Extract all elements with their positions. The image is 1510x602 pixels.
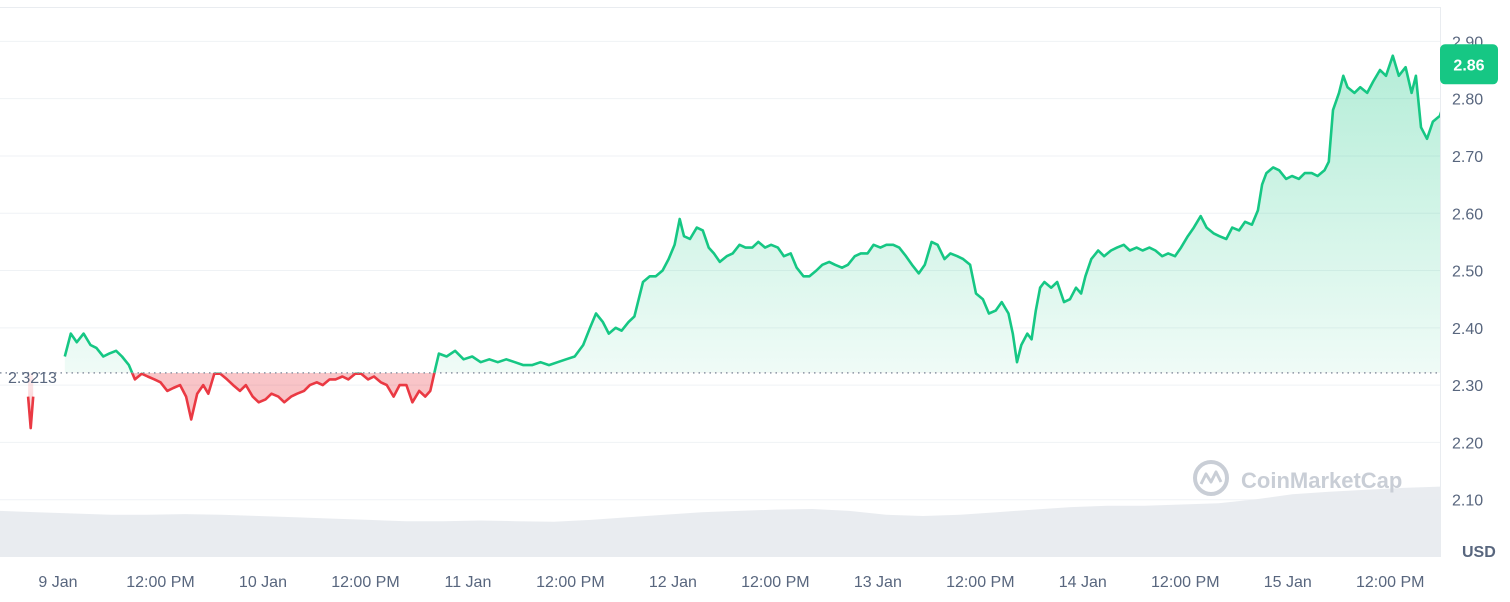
x-tick-label: 12:00 PM bbox=[946, 574, 1014, 591]
currency-unit-label: USD bbox=[1462, 544, 1496, 561]
coinmarketcap-logo-icon bbox=[1193, 460, 1229, 496]
y-tick-label: 2.80 bbox=[1452, 92, 1483, 109]
x-tick-label: 10 Jan bbox=[239, 574, 287, 591]
y-tick-label: 2.70 bbox=[1452, 149, 1483, 166]
top-border bbox=[0, 7, 1441, 8]
area-fill-below-open bbox=[132, 372, 435, 420]
x-tick-label: 13 Jan bbox=[854, 574, 902, 591]
x-tick-label: 12:00 PM bbox=[1151, 574, 1219, 591]
x-axis-ticks: 9 Jan 12:00 PM 10 Jan 12:00 PM 11 Jan 12:00 P… bbox=[38, 574, 1424, 591]
price-line-down bbox=[26, 396, 35, 430]
watermark-text: CoinMarketCap bbox=[1241, 468, 1402, 493]
y-tick-label: 2.10 bbox=[1452, 493, 1483, 510]
current-price-tag: 2.86 bbox=[1440, 44, 1498, 85]
x-tick-label: 12:00 PM bbox=[741, 574, 809, 591]
current-price-label: 2.86 bbox=[1453, 57, 1484, 74]
right-axis-border bbox=[1440, 7, 1441, 557]
volume-area-shape bbox=[0, 486, 1440, 557]
x-tick-label: 12 Jan bbox=[649, 574, 697, 591]
y-tick-label: 2.60 bbox=[1452, 206, 1483, 223]
area-fill-above-open bbox=[64, 55, 1440, 373]
x-tick-label: 12:00 PM bbox=[331, 574, 399, 591]
volume-area bbox=[0, 486, 1440, 557]
y-tick-label: 2.40 bbox=[1452, 321, 1483, 338]
y-tick-label: 2.30 bbox=[1452, 378, 1483, 395]
price-line-down bbox=[130, 372, 436, 421]
x-tick-label: 15 Jan bbox=[1264, 574, 1312, 591]
price-lines bbox=[26, 54, 1440, 430]
y-tick-label: 2.20 bbox=[1452, 435, 1483, 452]
area-fills bbox=[28, 55, 1440, 429]
x-tick-label: 12:00 PM bbox=[126, 574, 194, 591]
watermark: CoinMarketCap bbox=[1193, 460, 1402, 496]
price-line-up bbox=[63, 54, 1440, 373]
open-price-label: 2.3213 bbox=[8, 370, 57, 387]
x-tick-label: 11 Jan bbox=[444, 574, 491, 591]
x-tick-label: 14 Jan bbox=[1059, 574, 1107, 591]
x-tick-label: 9 Jan bbox=[38, 574, 77, 591]
y-tick-label: 2.50 bbox=[1452, 264, 1483, 281]
x-tick-label: 12:00 PM bbox=[1356, 574, 1424, 591]
y-axis-ticks: 2.102.202.302.402.502.602.702.802.90 bbox=[1452, 34, 1483, 509]
area-fill-above-open bbox=[28, 372, 34, 373]
current-price-tag-bg bbox=[1440, 44, 1498, 85]
area-fill-below-open bbox=[28, 372, 34, 429]
x-tick-label: 12:00 PM bbox=[536, 574, 604, 591]
